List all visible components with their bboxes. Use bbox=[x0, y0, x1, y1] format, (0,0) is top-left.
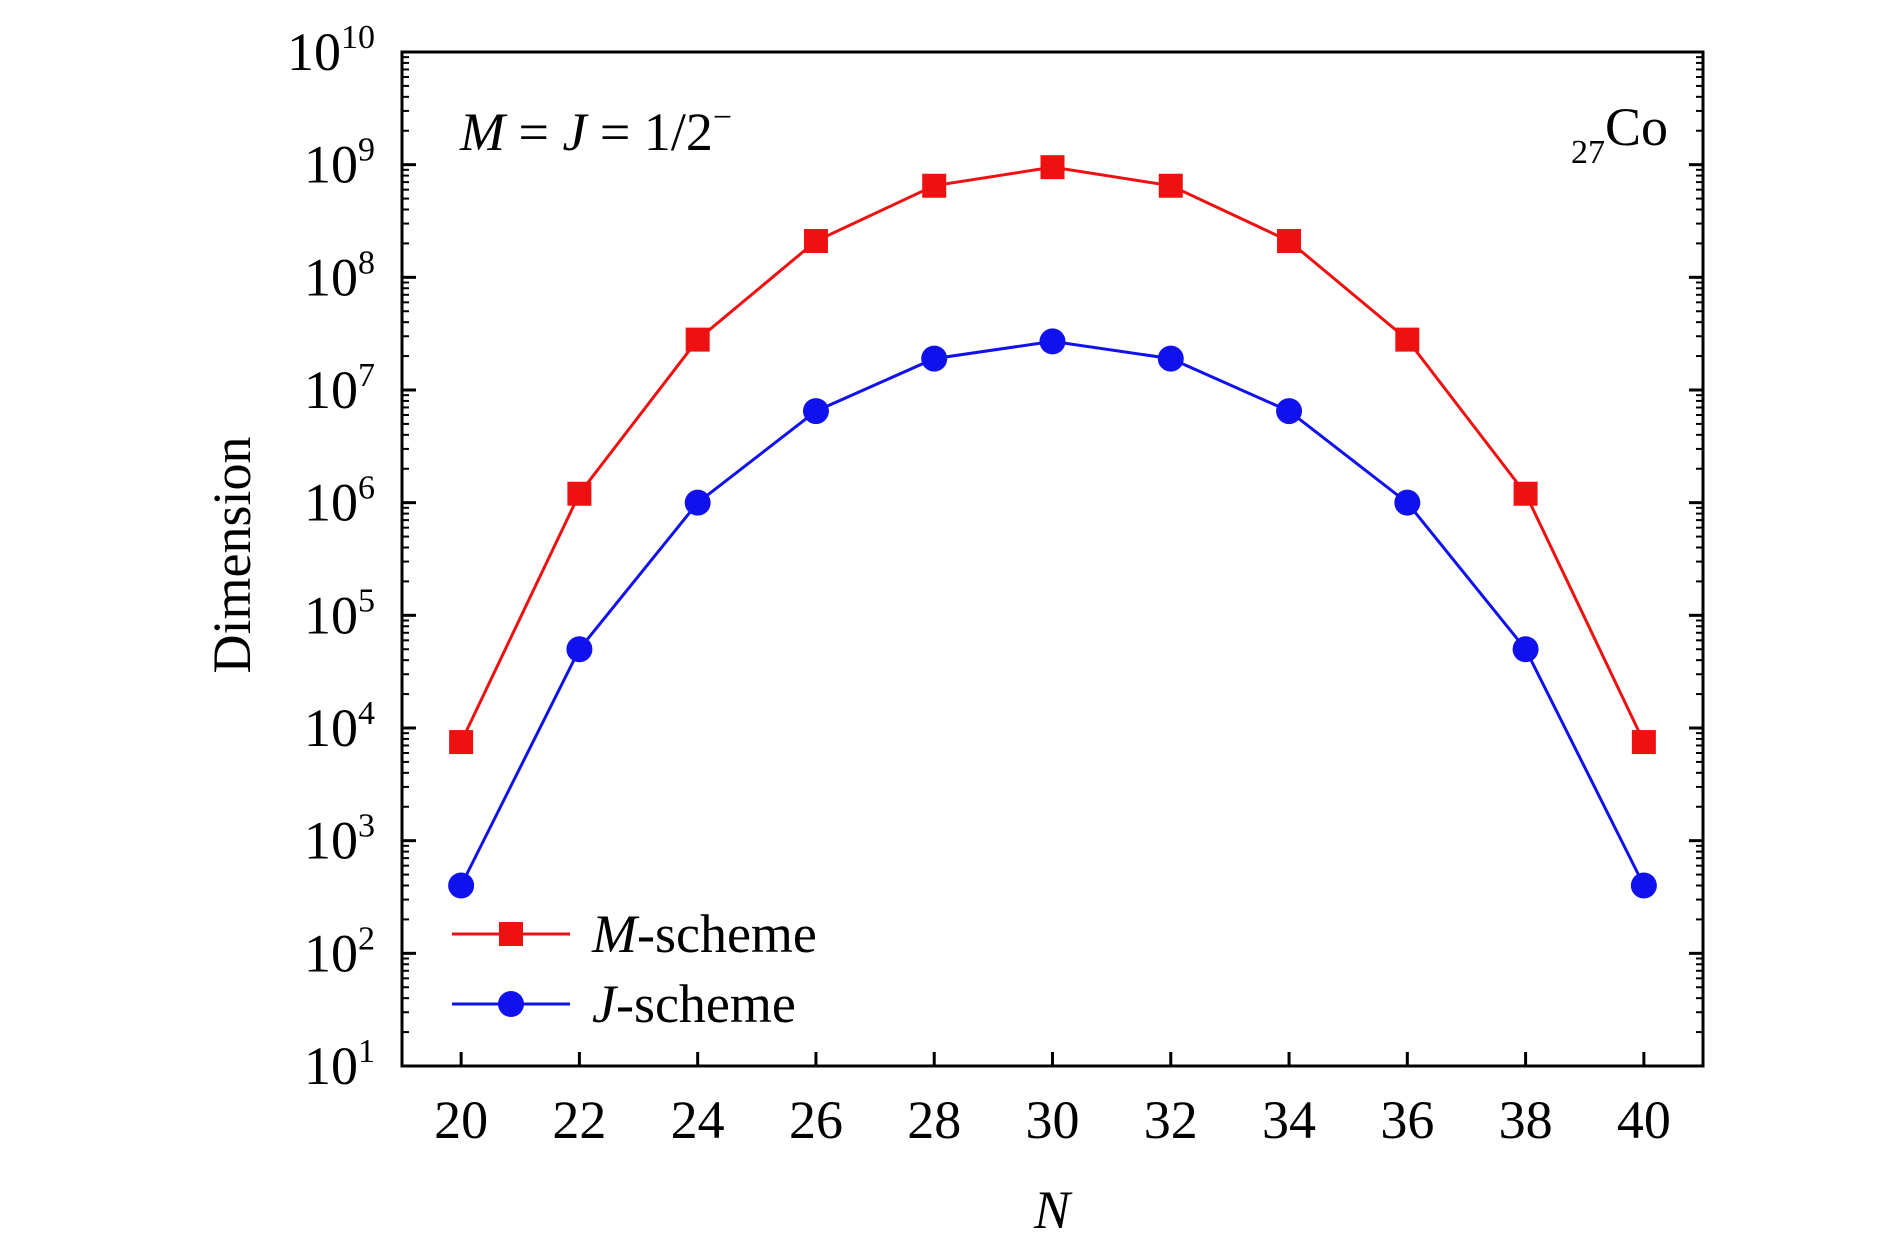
point-M-scheme-36 bbox=[1395, 327, 1420, 352]
x-tick-label-38: 38 bbox=[1499, 1090, 1553, 1150]
series-J-scheme bbox=[448, 328, 1657, 899]
point-J-scheme-20 bbox=[448, 872, 475, 899]
point-J-scheme-38 bbox=[1512, 636, 1539, 663]
x-tick-label-36: 36 bbox=[1380, 1090, 1434, 1150]
point-M-scheme-40 bbox=[1631, 730, 1656, 755]
legend-marker-M-scheme bbox=[499, 922, 523, 946]
legend-marker-J-scheme bbox=[498, 991, 524, 1017]
y-tick-label-1e6: 106 bbox=[304, 470, 375, 533]
legend: M-scheme J-scheme bbox=[452, 904, 817, 1034]
point-J-scheme-36 bbox=[1394, 489, 1421, 516]
point-J-scheme-30 bbox=[1039, 328, 1066, 355]
series-M-scheme bbox=[449, 155, 1656, 755]
y-tick-label-1e5: 105 bbox=[304, 582, 375, 645]
series-layer bbox=[448, 155, 1657, 899]
point-M-scheme-30 bbox=[1040, 155, 1065, 180]
series-line-M-scheme bbox=[459, 165, 1646, 743]
x-axis-title: N bbox=[1033, 1180, 1073, 1240]
series-line-J-scheme bbox=[459, 339, 1646, 887]
y-tick-label-1e8: 108 bbox=[304, 244, 375, 307]
legend-label-J-scheme: J-scheme bbox=[592, 974, 796, 1034]
x-tick-label-30: 30 bbox=[1026, 1090, 1080, 1150]
y-tick-label-1e3: 103 bbox=[304, 808, 375, 871]
point-M-scheme-38 bbox=[1513, 481, 1538, 506]
point-J-scheme-22 bbox=[566, 636, 593, 663]
point-M-scheme-32 bbox=[1158, 173, 1183, 198]
legend-label-M-scheme: M-scheme bbox=[591, 904, 817, 964]
nucleus-annotation: 27Co bbox=[1571, 97, 1668, 171]
point-M-scheme-28 bbox=[922, 173, 947, 198]
point-M-scheme-34 bbox=[1277, 229, 1302, 254]
x-tick-label-22: 22 bbox=[552, 1090, 606, 1150]
legend-entry-J-scheme: J-scheme bbox=[452, 974, 796, 1034]
x-tick-label-34: 34 bbox=[1262, 1090, 1316, 1150]
point-J-scheme-24 bbox=[684, 489, 711, 516]
y-tick-label-1e7: 107 bbox=[304, 357, 375, 420]
point-M-scheme-22 bbox=[567, 481, 592, 506]
point-M-scheme-20 bbox=[449, 730, 474, 755]
y-tick-label-1e4: 104 bbox=[304, 695, 375, 758]
plot-frame bbox=[400, 50, 1705, 1068]
point-J-scheme-28 bbox=[921, 345, 948, 372]
x-tick-label-28: 28 bbox=[907, 1090, 961, 1150]
y-tick-label-1e1: 101 bbox=[304, 1033, 375, 1096]
y-tick-label-1e10: 1010 bbox=[287, 19, 375, 82]
x-tick-label-32: 32 bbox=[1144, 1090, 1198, 1150]
x-tick-label-26: 26 bbox=[789, 1090, 843, 1150]
y-tick-label-1e2: 102 bbox=[304, 920, 375, 983]
x-tick-label-40: 40 bbox=[1617, 1090, 1671, 1150]
legend-entry-M-scheme: M-scheme bbox=[452, 904, 817, 964]
point-J-scheme-34 bbox=[1276, 398, 1303, 425]
point-J-scheme-26 bbox=[802, 398, 829, 425]
point-J-scheme-40 bbox=[1630, 872, 1657, 899]
point-M-scheme-24 bbox=[685, 327, 710, 352]
point-M-scheme-26 bbox=[803, 229, 828, 254]
point-J-scheme-32 bbox=[1157, 345, 1184, 372]
x-tick-label-24: 24 bbox=[671, 1090, 725, 1150]
x-tick-label-20: 20 bbox=[434, 1090, 488, 1150]
tick-labels: 20 22 24 26 28 30 32 34 36 38 40 101 102 103 104 105 106… bbox=[287, 19, 1671, 1150]
y-axis-title: Dimension bbox=[202, 437, 262, 674]
y-tick-label-1e9: 109 bbox=[304, 132, 375, 195]
condition-annotation: M = J = 1/2− bbox=[459, 99, 732, 162]
